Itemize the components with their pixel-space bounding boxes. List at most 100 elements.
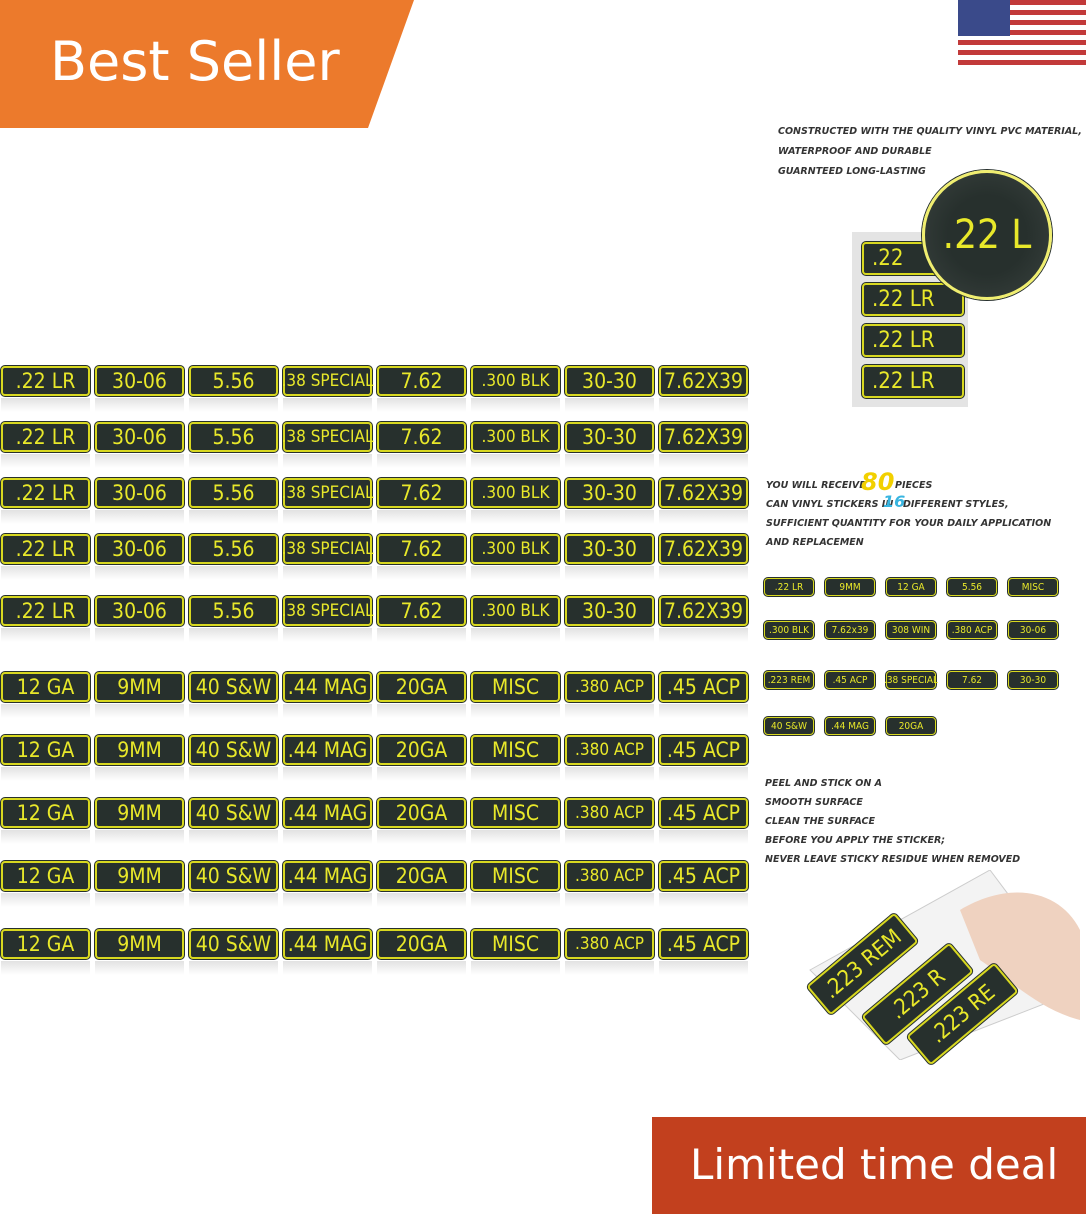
reflection bbox=[283, 961, 372, 975]
receive-text: DIFFERENT STYLES, bbox=[903, 499, 1009, 510]
mini-sticker: .300 BLK bbox=[764, 621, 814, 639]
reflection bbox=[95, 893, 184, 907]
sticker: .300 BLK bbox=[471, 534, 560, 564]
sticker: 40 S&W bbox=[189, 672, 278, 702]
sticker: 7.62 bbox=[377, 422, 466, 452]
mini-sticker: .22 LR bbox=[764, 578, 814, 596]
reflection bbox=[471, 566, 560, 580]
sticker: 20GA bbox=[377, 735, 466, 765]
reflection bbox=[283, 767, 372, 781]
sticker: 20GA bbox=[377, 929, 466, 959]
reflection bbox=[189, 961, 278, 975]
reflection bbox=[283, 510, 372, 524]
sticker: .44 MAG bbox=[283, 735, 372, 765]
reflection bbox=[95, 510, 184, 524]
receive-text: 80 bbox=[861, 468, 895, 496]
peel-text: PEEL AND STICK ON A bbox=[765, 778, 882, 789]
flag bbox=[958, 0, 1086, 65]
sticker: 40 S&W bbox=[189, 735, 278, 765]
sticker: 40 S&W bbox=[189, 798, 278, 828]
reflection bbox=[471, 454, 560, 468]
reflection bbox=[189, 510, 278, 524]
reflection bbox=[189, 454, 278, 468]
reflection bbox=[471, 767, 560, 781]
sticker: 7.62X39 bbox=[659, 478, 748, 508]
sticker: .380 ACP bbox=[565, 929, 654, 959]
sticker: 9MM bbox=[95, 861, 184, 891]
reflection bbox=[1, 510, 90, 524]
sticker: 7.62X39 bbox=[659, 534, 748, 564]
sticker: 40 S&W bbox=[189, 929, 278, 959]
reflection bbox=[1, 398, 90, 412]
sticker: 12 GA bbox=[1, 735, 90, 765]
reflection bbox=[659, 961, 748, 975]
mini-sticker: 30-06 bbox=[1008, 621, 1058, 639]
sticker: 30-06 bbox=[95, 534, 184, 564]
reflection bbox=[377, 830, 466, 844]
sticker: 7.62 bbox=[377, 596, 466, 626]
reflection bbox=[471, 398, 560, 412]
deal-text: Limited time deal bbox=[690, 1140, 1059, 1189]
sticker: 20GA bbox=[377, 798, 466, 828]
reflection bbox=[471, 893, 560, 907]
sticker: MISC bbox=[471, 929, 560, 959]
mini-sticker: 7.62x39 bbox=[825, 621, 875, 639]
reflection bbox=[1, 961, 90, 975]
sticker: 30-30 bbox=[565, 478, 654, 508]
sticker: .44 MAG bbox=[283, 672, 372, 702]
sticker: 7.62X39 bbox=[659, 596, 748, 626]
reflection bbox=[95, 454, 184, 468]
sticker: .45 ACP bbox=[659, 861, 748, 891]
deal-banner bbox=[652, 1117, 1086, 1214]
sticker: .45 ACP bbox=[659, 735, 748, 765]
sticker: .300 BLK bbox=[471, 478, 560, 508]
reflection bbox=[1, 628, 90, 642]
reflection bbox=[471, 830, 560, 844]
sticker: .45 ACP bbox=[659, 929, 748, 959]
sticker: 7.62X39 bbox=[659, 366, 748, 396]
sticker: 12 GA bbox=[1, 672, 90, 702]
reflection bbox=[565, 961, 654, 975]
sticker: MISC bbox=[471, 861, 560, 891]
sticker: 12 GA bbox=[1, 861, 90, 891]
reflection bbox=[1, 704, 90, 718]
mini-sticker: .44 MAG bbox=[825, 717, 875, 735]
reflection bbox=[377, 628, 466, 642]
sticker: 5.56 bbox=[189, 366, 278, 396]
reflection bbox=[565, 510, 654, 524]
reflection bbox=[189, 830, 278, 844]
sticker: .38 SPECIAL bbox=[282, 534, 373, 564]
sticker: 20GA bbox=[377, 672, 466, 702]
sample-sticker: .22 LR bbox=[862, 365, 964, 398]
sticker: .44 MAG bbox=[283, 861, 372, 891]
sticker: 9MM bbox=[95, 798, 184, 828]
reflection bbox=[377, 893, 466, 907]
reflection bbox=[189, 893, 278, 907]
sticker: .38 SPECIAL bbox=[282, 422, 373, 452]
reflection bbox=[659, 628, 748, 642]
sticker: 30-30 bbox=[565, 534, 654, 564]
zoom-sticker: .22 L bbox=[922, 170, 1052, 300]
reflection bbox=[659, 566, 748, 580]
reflection bbox=[377, 398, 466, 412]
reflection bbox=[565, 566, 654, 580]
sticker: .22 LR bbox=[1, 478, 90, 508]
mini-sticker: 12 GA bbox=[886, 578, 936, 596]
sticker: 5.56 bbox=[189, 422, 278, 452]
sticker: 9MM bbox=[95, 672, 184, 702]
mini-sticker: 20GA bbox=[886, 717, 936, 735]
sticker: 7.62X39 bbox=[659, 422, 748, 452]
reflection bbox=[95, 398, 184, 412]
reflection bbox=[283, 704, 372, 718]
reflection bbox=[377, 510, 466, 524]
sticker: 20GA bbox=[377, 861, 466, 891]
peel-text: CLEAN THE SURFACE bbox=[765, 816, 876, 827]
receive-text: SUFFICIENT QUANTITY FOR YOUR DAILY APPLI… bbox=[766, 518, 1052, 529]
reflection bbox=[95, 704, 184, 718]
sticker: .300 BLK bbox=[471, 596, 560, 626]
sticker: 12 GA bbox=[1, 798, 90, 828]
reflection bbox=[659, 893, 748, 907]
receive-text: 16 bbox=[883, 492, 906, 511]
sticker: .300 BLK bbox=[471, 366, 560, 396]
